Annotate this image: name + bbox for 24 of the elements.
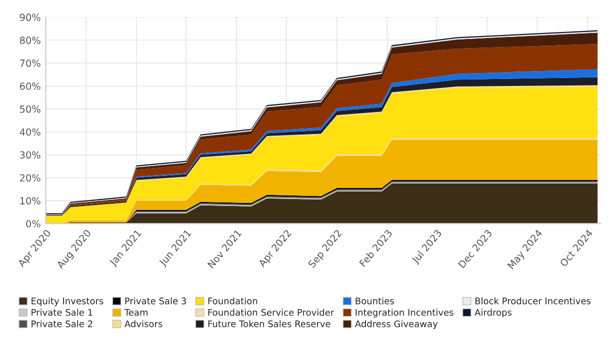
legend-label: Advisors	[124, 320, 162, 328]
legend-label: Foundation Service Provider	[208, 308, 334, 316]
y-tick-label: 20%	[20, 174, 40, 182]
legend-label: Bounties	[356, 297, 394, 304]
y-tick-label: 50%	[20, 105, 40, 113]
y-tick-label: 60%	[20, 82, 40, 90]
legend-label: Foundation	[208, 297, 258, 304]
legend-label: Team	[124, 309, 148, 316]
y-tick-label: 70%	[20, 60, 40, 67]
y-tick-label: 10%	[20, 197, 40, 204]
legend-label: Private Sale 2	[32, 320, 92, 328]
legend-label: Future Token Sales Reserve	[208, 320, 330, 328]
legend-label: Block Producer Incentives	[475, 297, 591, 304]
legend-label: Integration Incentives	[356, 308, 454, 318]
y-tick-label: 0%	[26, 220, 40, 228]
y-tick-label: 40%	[20, 128, 40, 136]
y-tick-label: 90%	[20, 14, 40, 22]
legend-label: Equity Investors	[32, 297, 104, 306]
legend-label: Address Giveaway	[354, 320, 438, 329]
legend-label: Private Sale 3	[125, 297, 186, 304]
y-tick-label: 30%	[20, 151, 40, 159]
legend-label: Private Sale 1	[32, 308, 92, 316]
legend-label: Airdrops	[474, 308, 512, 318]
y-tick-label: 80%	[20, 36, 40, 44]
